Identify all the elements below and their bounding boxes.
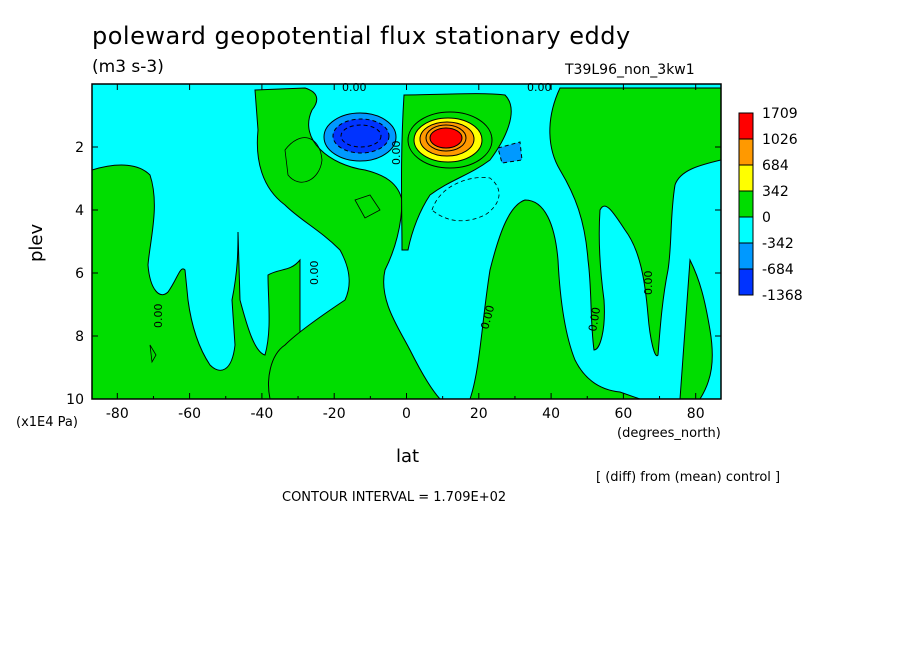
legend-color-box bbox=[738, 112, 754, 140]
legend-level-label: 342 bbox=[762, 184, 789, 200]
diff-note: [ (diff) from (mean) control ] bbox=[596, 470, 781, 485]
y-axis-label: plev bbox=[26, 223, 47, 262]
positive-core-1709 bbox=[429, 127, 463, 149]
y-axis-units: (x1E4 Pa) bbox=[16, 415, 78, 430]
legend-color-box bbox=[738, 138, 754, 166]
legend-color-box bbox=[738, 268, 754, 296]
legend-color-box bbox=[738, 216, 754, 244]
run-label: T39L96_non_3kw1 bbox=[565, 62, 695, 78]
x-tick-label: 40 bbox=[542, 406, 560, 422]
x-tick-label: 20 bbox=[470, 406, 488, 422]
y-tick-label: 10 bbox=[66, 392, 84, 408]
contour-label: 0.00 bbox=[152, 304, 165, 329]
y-tick-label: 2 bbox=[75, 140, 84, 156]
negative-core-contour bbox=[340, 124, 382, 148]
x-tick-label: -80 bbox=[106, 406, 129, 422]
region-positive-far-east bbox=[679, 258, 713, 399]
legend-color-box bbox=[738, 242, 754, 270]
x-tick-label: -60 bbox=[178, 406, 201, 422]
region-positive-east bbox=[549, 87, 721, 357]
y-tick-label: 4 bbox=[75, 203, 84, 219]
region-positive-center bbox=[254, 87, 441, 399]
x-tick-label: 0 bbox=[402, 406, 411, 422]
contour-line-small bbox=[354, 194, 381, 219]
contour-line-dashed bbox=[431, 177, 500, 222]
legend-level-label: -1368 bbox=[762, 288, 803, 304]
legend-color-box bbox=[738, 190, 754, 218]
legend-level-label: -342 bbox=[762, 236, 794, 252]
legend-color-box bbox=[738, 164, 754, 192]
x-tick-label: -40 bbox=[250, 406, 273, 422]
legend-level-label: 1709 bbox=[762, 106, 798, 122]
x-axis-units: (degrees_north) bbox=[617, 426, 721, 441]
contour-label: 0.00 bbox=[342, 81, 367, 94]
contour-label: 0.00 bbox=[308, 261, 321, 286]
contour-label: 0.00 bbox=[478, 304, 497, 331]
legend-level-label: 0 bbox=[762, 210, 771, 226]
legend-level-label: 1026 bbox=[762, 132, 798, 148]
y-tick-label: 6 bbox=[75, 266, 84, 282]
axes: -80 -60 -40 -20 0 20 40 60 80 2 4 6 8 10 bbox=[66, 84, 721, 422]
region-positive-right-center bbox=[469, 199, 641, 399]
contour-line-tiny bbox=[149, 344, 157, 364]
chart-title: poleward geopotential flux stationary ed… bbox=[92, 22, 631, 50]
plot-field bbox=[92, 84, 721, 399]
x-tick-label: 60 bbox=[614, 406, 632, 422]
positive-core-contour bbox=[425, 124, 467, 152]
x-tick-label: -20 bbox=[323, 406, 346, 422]
contour-label: 0.00 bbox=[390, 141, 403, 166]
contour-interval: CONTOUR INTERVAL = 1.709E+02 bbox=[282, 490, 507, 505]
contour-label: 0.00 bbox=[527, 81, 552, 94]
x-axis-label: lat bbox=[396, 446, 420, 467]
legend-level-label: -684 bbox=[762, 262, 794, 278]
legend: 1709 1026 684 342 0 -342 -684 -1368 bbox=[738, 106, 803, 304]
chart-units: (m3 s-3) bbox=[92, 57, 164, 77]
secondary-negative-core bbox=[497, 141, 523, 164]
legend-level-label: 684 bbox=[762, 158, 789, 174]
negative-core-inner bbox=[332, 118, 390, 154]
region-positive-west bbox=[92, 164, 301, 399]
y-tick-label: 8 bbox=[75, 329, 84, 345]
x-tick-label: 80 bbox=[687, 406, 705, 422]
contour-label: 0.00 bbox=[642, 271, 655, 296]
contour-label: 0.00 bbox=[586, 306, 603, 332]
